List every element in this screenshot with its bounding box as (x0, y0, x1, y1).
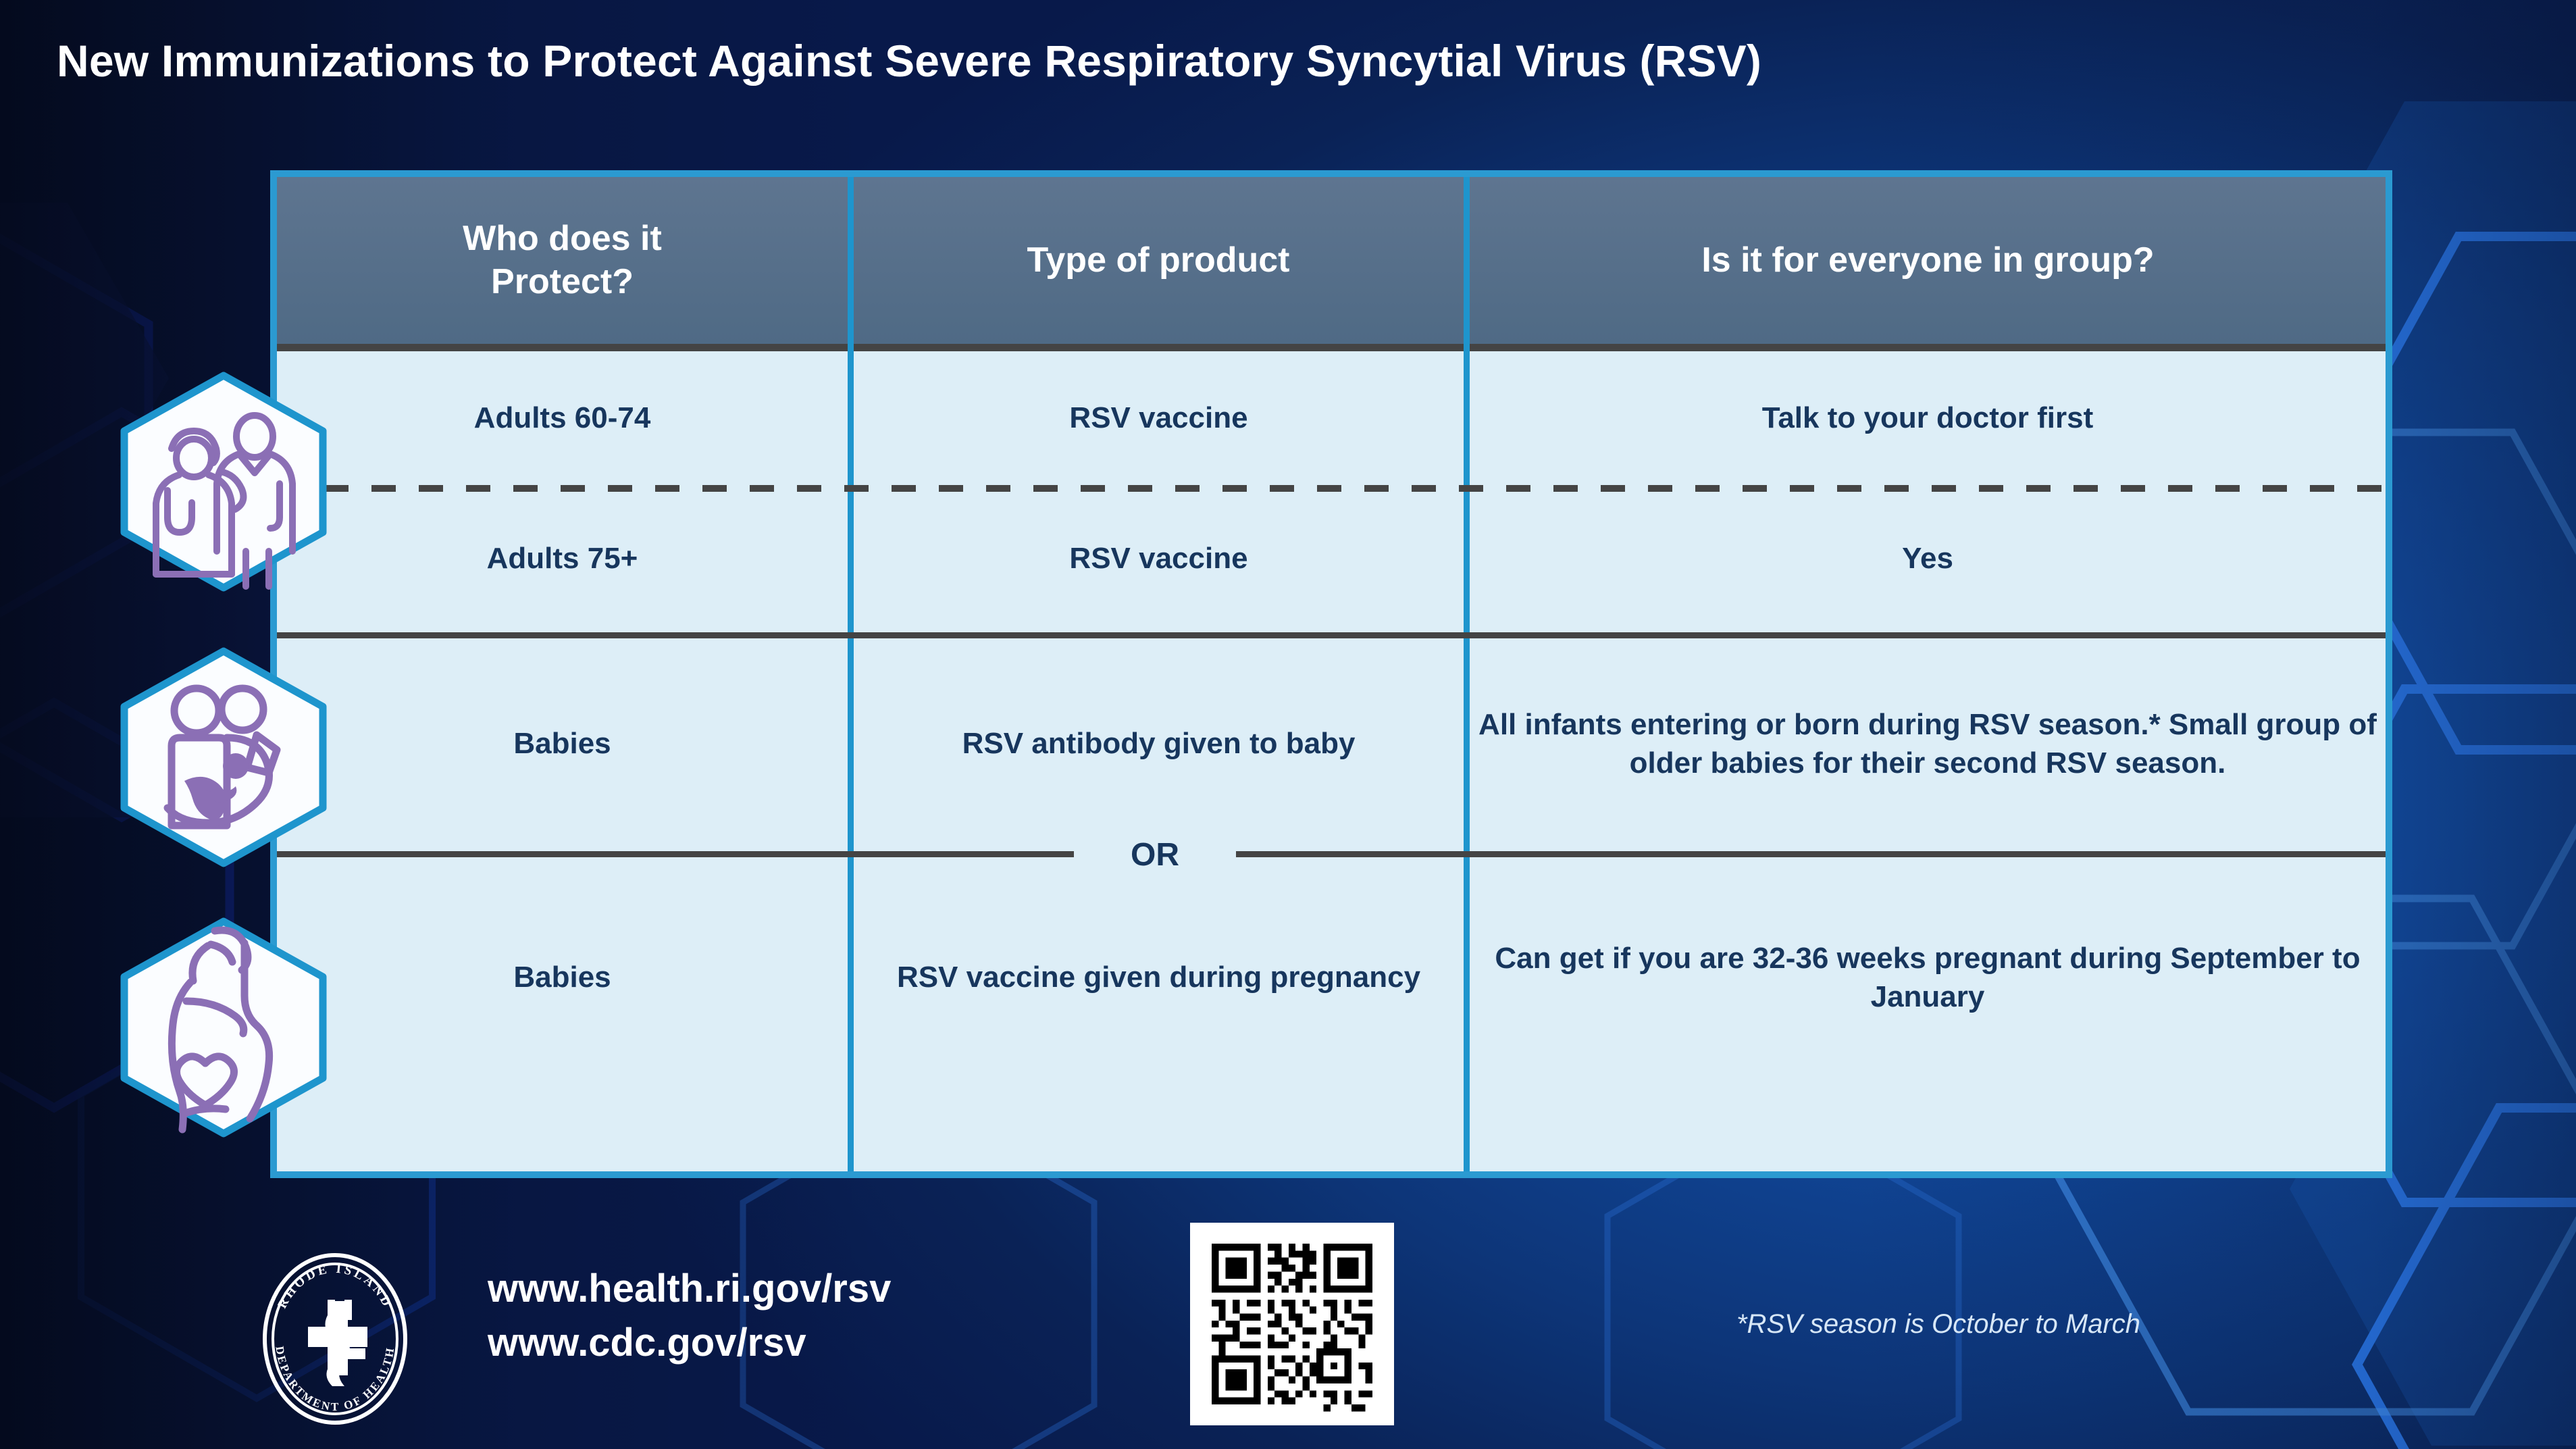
table-row: Babies (513, 727, 611, 761)
row-divider-solid-2 (277, 851, 2386, 857)
column-divider-2 (1464, 177, 1470, 1171)
table-cell-product: RSV antibody given to baby (962, 727, 1356, 761)
column-header-who-protect: Who does it Protect? (277, 177, 848, 344)
column-divider-1 (848, 177, 854, 1171)
table-cell-everyone: Yes (1902, 541, 1953, 575)
table-row: Babies (513, 961, 611, 994)
rsv-immunization-table: Who does it Protect? Type of product Is … (270, 170, 2392, 1178)
column-header-who-protect-line1: Who does it (463, 219, 662, 259)
table-row: Adults 75+ (486, 541, 638, 575)
row-divider-dashed (277, 485, 2386, 492)
table-cell-everyone: All infants entering or born during RSV … (1478, 707, 2377, 780)
url-health-ri-gov[interactable]: www.health.ri.gov/rsv (488, 1267, 892, 1311)
table-cell-product: RSV vaccine (1069, 401, 1248, 434)
older-adults-icon (112, 370, 335, 593)
or-label: OR (1074, 830, 1236, 880)
table-cell-product: RSV vaccine (1069, 541, 1248, 575)
parent-holding-baby-icon (112, 646, 335, 869)
footer-urls: www.health.ri.gov/rsv www.cdc.gov/rsv (488, 1262, 891, 1370)
qr-code[interactable] (1190, 1223, 1394, 1425)
ri-department-of-health-seal: RHODE ISLAND DEPARTMENT OF HEALTH (243, 1247, 427, 1431)
table-cell-everyone: Can get if you are 32-36 weeks pregnant … (1495, 941, 2361, 1013)
footnote-rsv-season: *RSV season is October to March (1736, 1309, 2141, 1339)
table-row: Adults 60-74 (473, 401, 651, 434)
table-cell-everyone: Talk to your doctor first (1761, 401, 2094, 434)
table-cell-product: RSV vaccine given during pregnancy (896, 961, 1421, 994)
column-header-who-protect-line2: Protect? (491, 261, 634, 301)
row-divider-solid-1 (277, 632, 2386, 638)
pregnant-person-icon (112, 916, 335, 1139)
column-header-everyone-in-group: Is it for everyone in group? (1701, 240, 2155, 280)
column-header-type-of-product: Type of product (1027, 240, 1290, 280)
page-title: New Immunizations to Protect Against Sev… (57, 36, 1762, 86)
table-header-row: Who does it Protect? Type of product Is … (277, 177, 2386, 351)
url-cdc-gov[interactable]: www.cdc.gov/rsv (488, 1321, 806, 1365)
